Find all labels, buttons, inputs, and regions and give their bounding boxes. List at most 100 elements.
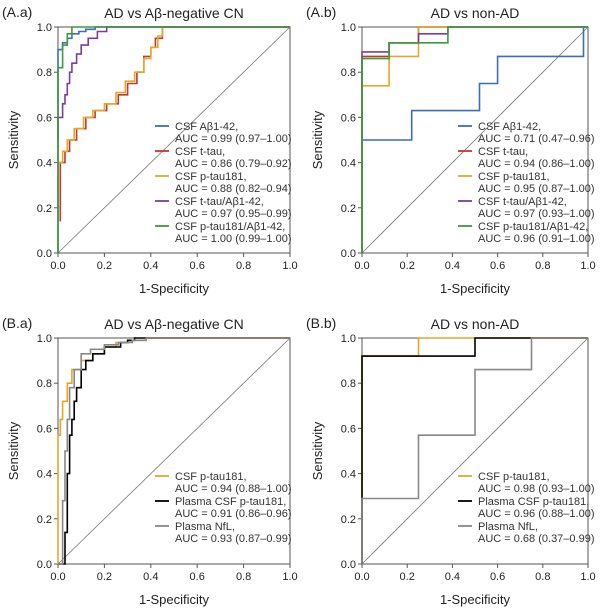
roc-panel-4: (B.b) AD vs non-AD 0.00.0 0.2 0.2 0.4 0.4 0.6 0.… (306, 315, 596, 607)
y-tick-label: 0.2 (341, 514, 356, 526)
roc-panel-2: (A.b) AD vs non-AD 0.00.0 0.2 0.2 0.4 0.4 0.6 0.… (306, 4, 596, 296)
x-tick-label: 0.4 (143, 571, 158, 583)
legend-auc: AUC = 0.95 (0.87–1.00) (478, 183, 595, 195)
x-tick-label: 0.0 (50, 571, 65, 583)
chart-title: AD vs non-AD (431, 316, 520, 332)
x-tick-label: 0.0 (50, 260, 65, 272)
y-tick-label: 0.2 (37, 514, 52, 526)
x-axis-label: 1-Specificity (139, 592, 210, 607)
y-tick-label: 0.2 (341, 203, 356, 215)
x-tick-label: 1.0 (580, 260, 595, 272)
y-tick-label: 0.4 (37, 469, 52, 481)
chart-title: AD vs Aβ-negative CN (104, 5, 244, 21)
y-tick-label: 0.6 (341, 423, 356, 435)
y-tick-label: 0.8 (37, 67, 52, 79)
y-tick-label: 0.8 (341, 67, 356, 79)
legend-series-name: CSF p-tau181/Aβ1-42, (175, 221, 285, 233)
legend-auc: AUC = 0.93 (0.87–0.99) (175, 533, 292, 545)
y-tick-label: 0.0 (37, 248, 52, 260)
reference-diagonal (361, 337, 589, 565)
x-tick-label: 0.4 (445, 260, 460, 272)
x-axis-label: 1-Specificity (440, 592, 511, 607)
x-tick-label: 0.6 (490, 260, 505, 272)
legend-auc: AUC = 0.88 (0.82–0.94) (175, 183, 292, 195)
legend-auc: AUC = 0.97 (0.93–1.00) (478, 208, 595, 220)
roc-curve (361, 26, 588, 253)
legend-series-name: Plasma NfL, (175, 521, 235, 533)
x-tick-label: 0.4 (143, 260, 158, 272)
panel-label: (B.b) (306, 315, 336, 331)
x-tick-label: 0.2 (400, 260, 415, 272)
legend-series-name: CSF t-tau, (175, 146, 225, 158)
legend-series-name: CSF Aβ1-42, (478, 121, 541, 133)
legend-series-name: CSF t-tau, (478, 146, 528, 158)
reference-diagonal (57, 337, 291, 565)
y-tick-label: 0.6 (37, 112, 52, 124)
x-tick-label: 0.6 (490, 571, 505, 583)
panel-label: (A.a) (2, 4, 32, 20)
y-axis-label: Sensitivity (310, 110, 325, 169)
roc-panel-3: (B.a) AD vs Aβ-negative CN 0.00.0 0.2 0.2 0.4… (2, 315, 298, 607)
legend-auc: AUC = 0.94 (0.86–1.00) (478, 158, 595, 170)
legend-series-name: CSF p-tau181, (478, 171, 550, 183)
roc-curve (57, 26, 290, 140)
x-tick-label: 0.2 (97, 260, 112, 272)
legend-series-name: CSF t-tau/Aβ1-42, (478, 196, 567, 208)
legend-auc: AUC = 0.98 (0.93–1.00) (478, 483, 595, 495)
legend-auc: AUC = 0.68 (0.37–0.99) (478, 533, 595, 545)
panel-label: (A.b) (306, 4, 336, 20)
roc-panel-1: (A.a) AD vs Aβ-negative CN 0.00.0 0.2 0.2 0.4… (2, 4, 298, 296)
y-tick-label: 0.4 (341, 158, 356, 170)
roc-curve (361, 337, 588, 564)
legend-auc: AUC = 0.96 (0.91–1.00) (478, 233, 595, 245)
legend-series-name: CSF Aβ1-42, (175, 121, 238, 133)
x-tick-label: 0.4 (445, 571, 460, 583)
x-tick-label: 0.8 (535, 260, 550, 272)
y-tick-label: 0.0 (37, 559, 52, 571)
y-tick-label: 0.4 (37, 158, 52, 170)
roc-curve (57, 26, 290, 253)
x-tick-label: 0.2 (400, 571, 415, 583)
legend-series-name: Plasma CSF p-tau181, (175, 496, 286, 508)
y-tick-label: 0.8 (341, 378, 356, 390)
y-axis-label: Sensitivity (6, 110, 21, 169)
legend-auc: AUC = 0.94 (0.88–1.00) (175, 483, 292, 495)
roc-curve (57, 26, 290, 192)
chart-title: AD vs Aβ-negative CN (104, 316, 244, 332)
legend-series-name: Plasma CSF p-tau181, (478, 496, 589, 508)
y-tick-label: 0.6 (37, 423, 52, 435)
legend-auc: AUC = 0.99 (0.97–1.00) (175, 133, 292, 145)
y-tick-label: 1.0 (341, 333, 356, 345)
legend-auc: AUC = 0.86 (0.79–0.92) (175, 158, 292, 170)
x-tick-label: 0.8 (535, 571, 550, 583)
x-tick-label: 0.6 (190, 571, 205, 583)
legend-series-name: CSF p-tau181, (175, 171, 247, 183)
x-tick-label: 0.0 (354, 571, 369, 583)
roc-curve (361, 26, 588, 152)
legend-auc: AUC = 0.96 (0.88–1.00) (478, 508, 595, 520)
x-tick-label: 1.0 (282, 260, 297, 272)
x-tick-label: 1.0 (580, 571, 595, 583)
legend-auc: AUC = 1.00 (0.99–1.00) (175, 233, 292, 245)
legend-series-name: Plasma NfL, (478, 521, 538, 533)
x-tick-label: 0.6 (190, 260, 205, 272)
legend-auc: AUC = 0.97 (0.95–0.99) (175, 208, 292, 220)
reference-diagonal (361, 26, 589, 254)
x-tick-label: 1.0 (282, 571, 297, 583)
legend-series-name: CSF p-tau181/Aβ1-42, (478, 221, 588, 233)
y-tick-label: 1.0 (341, 22, 356, 34)
panel-label: (B.a) (2, 315, 32, 331)
x-axis-label: 1-Specificity (139, 281, 210, 296)
y-tick-label: 0.0 (341, 559, 356, 571)
x-axis-label: 1-Specificity (440, 281, 511, 296)
legend: CSF Aβ1-42,AUC = 0.71 (0.47–0.96)CSF t-t… (458, 121, 595, 245)
x-tick-label: 0.8 (236, 260, 251, 272)
roc-curve (58, 337, 290, 565)
legend-series-name: CSF p-tau181, (175, 471, 247, 483)
y-tick-label: 0.6 (341, 112, 356, 124)
x-tick-label: 0.2 (97, 571, 112, 583)
y-tick-label: 1.0 (37, 22, 52, 34)
legend: CSF p-tau181,AUC = 0.94 (0.88–1.00)Plasm… (155, 471, 292, 545)
x-tick-label: 0.8 (236, 571, 251, 583)
